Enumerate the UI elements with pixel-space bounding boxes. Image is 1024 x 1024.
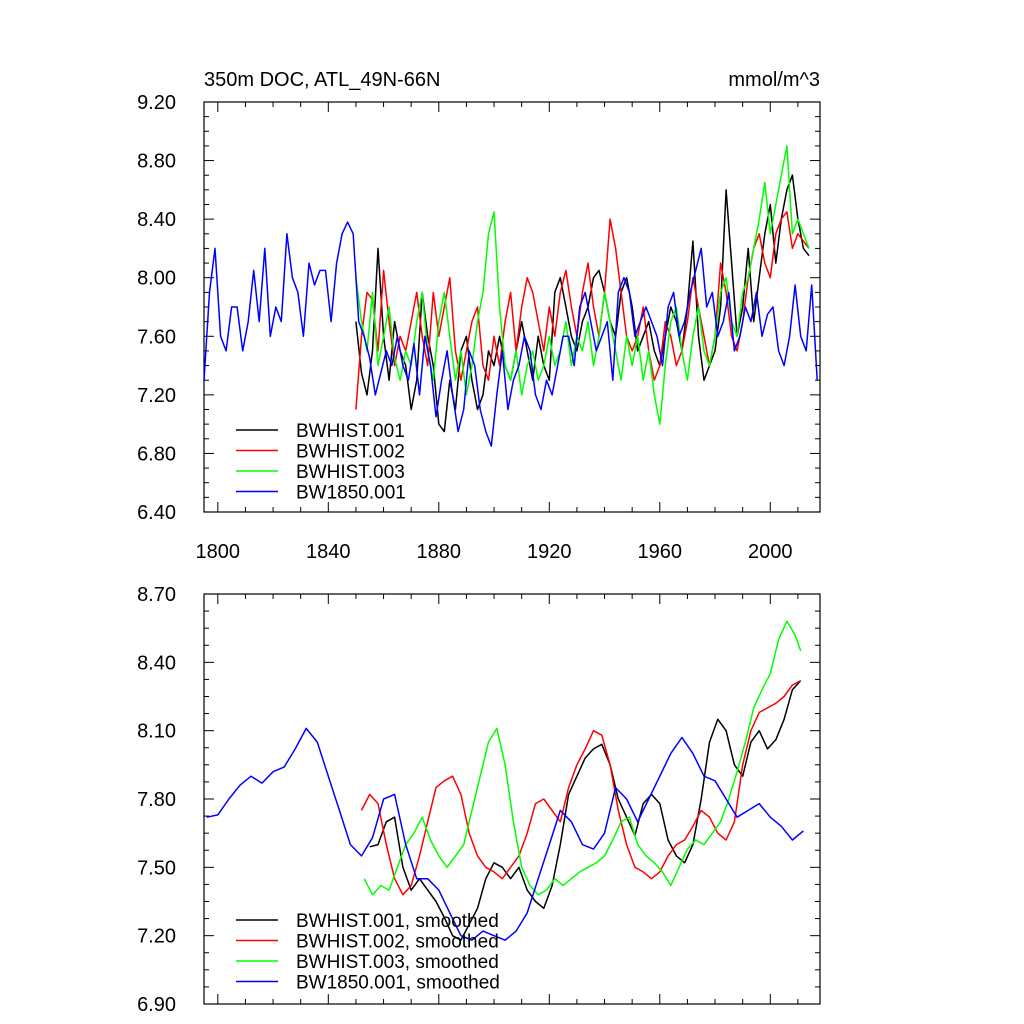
top-line-chart: 6.40 6.80 7.20 7.60 8.00 8.40 8.80 9.20 1800 1840… xyxy=(137,92,821,563)
y-tick-label: 8.70 xyxy=(137,584,176,606)
y-tick-label: 8.10 xyxy=(137,721,176,743)
y-tick-label: 7.60 xyxy=(137,326,176,348)
series-line xyxy=(355,174,810,433)
series-line xyxy=(369,680,802,941)
units-label: mmol/m^3 xyxy=(728,69,820,91)
legend-label: BW1850.001 xyxy=(296,483,406,504)
y-tick-label: 6.40 xyxy=(137,502,176,524)
x-tick-label: 1800 xyxy=(196,541,241,563)
series-line xyxy=(355,145,810,425)
legend-label: BWHIST.001, smoothed xyxy=(296,911,499,932)
y-tick-label: 8.40 xyxy=(137,652,176,674)
y-tick-label: 7.20 xyxy=(137,385,176,407)
legend-label: BW1850.001, smoothed xyxy=(296,973,500,994)
x-tick-label: 2000 xyxy=(748,541,793,563)
series-line xyxy=(363,620,802,896)
x-tick-label: 1920 xyxy=(527,541,572,563)
legend-label: BWHIST.002, smoothed xyxy=(296,932,499,953)
x-tick-label: 1880 xyxy=(417,541,462,563)
y-tick-label: 9.20 xyxy=(137,92,176,114)
y-tick-label: 8.00 xyxy=(137,268,176,290)
series-line xyxy=(203,221,818,447)
legend-label: BWHIST.003, smoothed xyxy=(296,952,499,973)
series-line xyxy=(360,679,802,896)
y-tick-label: 7.50 xyxy=(137,857,176,879)
y-tick-label: 6.80 xyxy=(137,443,176,465)
y-tick-label: 7.80 xyxy=(137,789,176,811)
x-tick-label: 1960 xyxy=(638,541,683,563)
y-tick-label: 7.20 xyxy=(137,926,176,948)
series-line xyxy=(206,727,804,941)
x-tick-label: 1840 xyxy=(306,541,351,563)
bottom-line-chart: 6.90 7.20 7.50 7.80 8.10 8.40 8.70 BWHIST.001, … xyxy=(137,584,821,1016)
legend-label: BWHIST.002 xyxy=(296,442,405,463)
legend-label: BWHIST.003 xyxy=(296,462,405,483)
y-tick-label: 6.90 xyxy=(137,994,176,1016)
y-tick-label: 8.80 xyxy=(137,151,176,173)
chart-title: 350m DOC, ATL_49N-66N xyxy=(204,69,440,91)
legend-label: BWHIST.001 xyxy=(296,421,405,442)
y-tick-label: 8.40 xyxy=(137,209,176,231)
